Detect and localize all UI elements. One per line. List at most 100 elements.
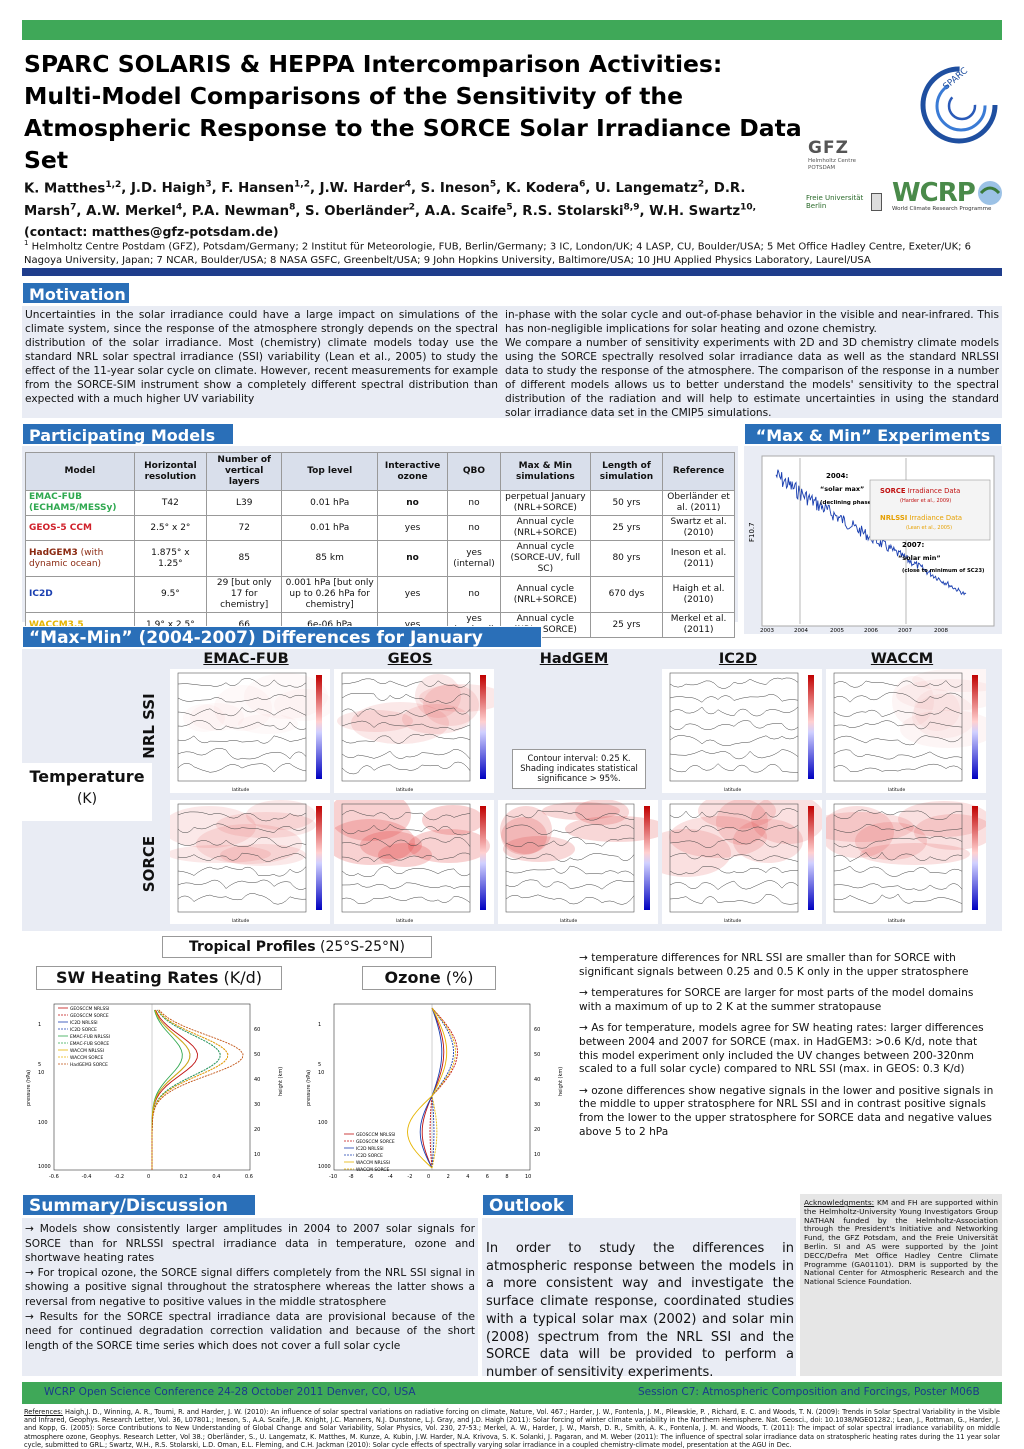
affiliations: 1 Helmholtz Centre Postdam (GFZ), Potsda… — [24, 239, 972, 266]
model-column-header: WACCM — [870, 651, 934, 667]
ann-2007-a: 2007: — [902, 541, 924, 549]
temperature-diff-panel: latitude — [498, 800, 658, 924]
author-sup: 10, — [740, 202, 757, 213]
p-tick-label: 1000 — [318, 1164, 331, 1170]
author-name: , U. Langematz — [585, 181, 698, 197]
sw-heading: SW Heating Rates (K/d) — [36, 966, 282, 990]
footer-bar: WCRP Open Science Conference 24-28 Octob… — [22, 1382, 1002, 1404]
z-tick-label: 50 — [254, 1052, 260, 1058]
table-column-header: Interactive ozone — [377, 452, 449, 491]
x-tick-label: 6 — [486, 1174, 489, 1180]
x-tick-label: 2006 — [864, 628, 878, 632]
panel-xlabel: latitude — [396, 787, 413, 793]
differences-heading: “Max-Min” (2004-2007) Differences for Ja… — [22, 626, 542, 648]
row-label-nrl: NRL SSI — [134, 677, 162, 777]
author-first-sup: 1,2 — [105, 180, 122, 190]
variable-name: Temperature — [29, 767, 145, 786]
model-name-cell: IC2D — [25, 576, 135, 613]
x-tick-label: 0 — [147, 1174, 150, 1180]
acknowledgments-box: Acknowledgments: KM and FH are supported… — [800, 1194, 1002, 1376]
x-tick-label: 0.2 — [180, 1174, 188, 1180]
summary-item: → Models show consistently larger amplit… — [25, 1223, 475, 1265]
x-tick-label: 0 — [427, 1174, 430, 1180]
f107-ylabel: F10.7 — [748, 522, 756, 542]
ozone-profile-line — [421, 1007, 445, 1169]
row-label-nrl-text: NRL SSI — [140, 693, 158, 759]
wcrp-logo-text: WCRP — [892, 178, 976, 208]
table-column-header: Max & Min simulations — [499, 452, 591, 491]
table-cell: Annual cycle (SORCE-UV, full SC) — [499, 540, 591, 577]
ozone-rest: (%) — [440, 968, 474, 987]
sw-profile-line — [151, 1009, 221, 1170]
table-column-header: Model — [25, 452, 135, 491]
table-cell: 2.5° x 2° — [133, 515, 208, 541]
legend-entry: WACCM NRLSSI — [356, 1160, 390, 1166]
x-tick-label: 4 — [466, 1174, 469, 1180]
table-cell: 0.01 hPa — [281, 490, 379, 516]
table-cell: Merkel et al. (2011) — [662, 612, 735, 638]
finding-item: → As for temperature, models agree for S… — [579, 1022, 984, 1076]
table-cell: 1.875° x 1.25° — [133, 540, 208, 577]
models-table: Model Horizontal resolution Number of vert… — [25, 452, 735, 638]
author-name: , J.D. Haigh — [121, 181, 206, 197]
author-sup: 7 — [70, 202, 77, 213]
models-table-box: Model Horizontal resolution Number of vert… — [22, 446, 738, 638]
author-sup: 5 — [489, 180, 497, 190]
table-cell: Swartz et al. (2010) — [662, 515, 735, 541]
table-cell: Annual cycle (NRL+SORCE) — [499, 515, 591, 541]
temperature-diff-panel: latitude — [334, 800, 494, 924]
author-sup: 2 — [408, 202, 416, 213]
summary-item: → For tropical ozone, the SORCE signal d… — [25, 1266, 475, 1308]
panel-xlabel: latitude — [396, 918, 413, 924]
p-tick-label: 5 — [318, 1062, 321, 1068]
sw-bold: SW Heating Rates — [55, 968, 219, 987]
contact-email[interactable]: (contact: matthes@gfz-potsdam.de) — [24, 223, 279, 239]
summary-item: → Results for the SORCE spectral irradia… — [25, 1310, 475, 1352]
ozone-bold: Ozone — [384, 968, 441, 987]
tropical-rest: (25°S-25°N) — [315, 939, 405, 955]
temperature-diff-panel: latitude — [170, 800, 330, 924]
summary-heading: Summary/Discussion — [22, 1194, 256, 1216]
references: References: Haigh,J. D., Winning, A. R.,… — [24, 1408, 1000, 1449]
motivation-left-text: Uncertainties in the solar irradiance co… — [25, 309, 498, 405]
legend-sorce: SORCE Irradiance Data — [880, 487, 960, 495]
x-tick-label: 0.4 — [212, 1174, 220, 1180]
author-sup: 8,9 — [623, 202, 640, 213]
gfz-logo: GFZ Helmholtz Centre POTSDAM — [808, 138, 868, 182]
legend-entry: GEOSCCM NRLSSI — [70, 1006, 109, 1012]
outlook-box: In order to study the differences in atm… — [482, 1218, 796, 1380]
fu-berlin-logo: Freie Universität Berlin — [806, 190, 882, 214]
z-tick-label: 60 — [254, 1027, 260, 1033]
tropical-bold: Tropical Profiles — [189, 939, 316, 955]
legend-entry: IC2D NRLSSI — [70, 1020, 98, 1026]
ann-2004-c: (declining phase of SC23) — [820, 500, 900, 506]
legend-entry: IC2D NRLSSI — [356, 1146, 384, 1152]
table-cell: yes — [377, 515, 449, 541]
temperature-diff-panel: latitude — [170, 669, 330, 793]
table-cell: 85 km — [281, 540, 379, 577]
references-label: References: — [24, 1408, 63, 1416]
table-column-header: Number of vertical layers — [205, 452, 283, 491]
author-sup: 2 — [697, 180, 705, 190]
summary-box: → Models show consistently larger amplit… — [22, 1218, 478, 1376]
tropical-profiles-heading: Tropical Profiles (25°S-25°N) — [162, 936, 432, 958]
temperature-diff-panel: latitude — [826, 800, 986, 924]
sw-profile-line — [151, 1009, 229, 1170]
table-row: EMAC-FUB (ECHAM5/MESSy) T42 L39 0.01 hPa no n… — [25, 490, 735, 516]
model-name-cell: GEOS-5 CCM — [25, 515, 135, 541]
table-cell: 0.01 hPa — [281, 515, 379, 541]
x-tick-label: 8 — [505, 1174, 508, 1180]
p-tick-label: 1000 — [38, 1164, 51, 1170]
panel-xlabel: latitude — [232, 918, 249, 924]
contour-note: Contour interval: 0.25 K. Shading indica… — [512, 749, 646, 789]
ack-body: KM and FH are supported within the Helmh… — [804, 1198, 998, 1287]
footer-session: Session C7: Atmospheric Composition and … — [638, 1386, 980, 1398]
p-tick-label: 100 — [38, 1120, 48, 1126]
author-sup: 5 — [506, 202, 513, 213]
table-cell: 50 yrs — [589, 490, 664, 516]
panel-xlabel: latitude — [232, 787, 249, 793]
legend-entry: WACCM SORCE — [356, 1167, 389, 1173]
x-tick-label: 2 — [447, 1174, 450, 1180]
maxmin-heading: “Max & Min” Experiments — [744, 423, 1002, 445]
author-name: , A.A. Scaife — [415, 204, 507, 220]
